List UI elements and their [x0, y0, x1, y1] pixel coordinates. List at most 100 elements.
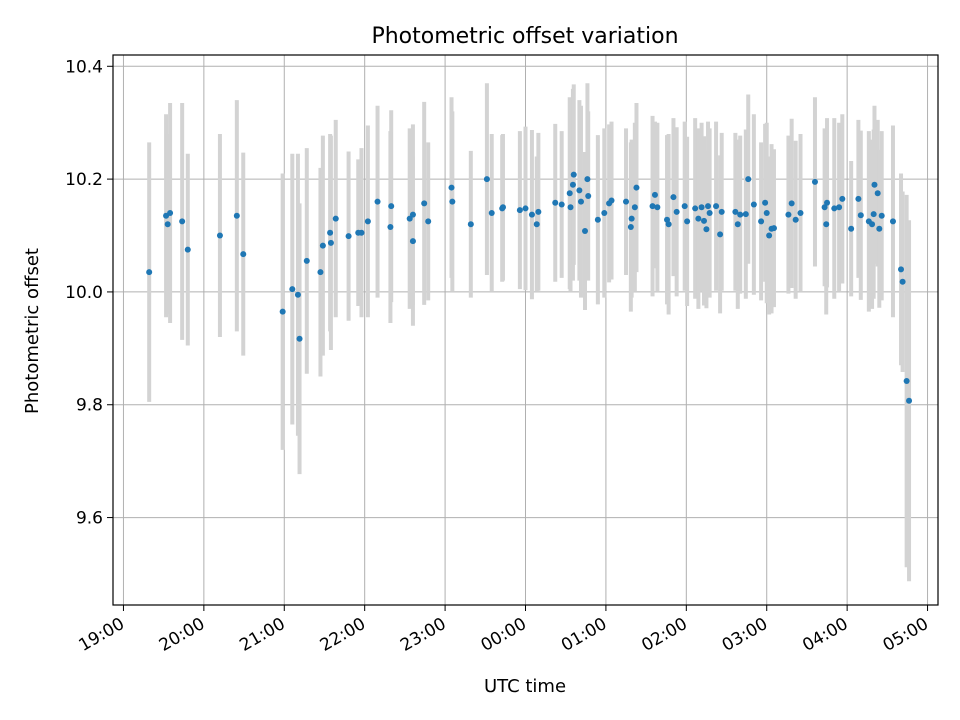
- data-point: [898, 266, 905, 273]
- data-point: [889, 218, 896, 225]
- data-point: [734, 221, 741, 228]
- data-point: [692, 205, 699, 212]
- data-point: [824, 199, 831, 206]
- data-point: [870, 211, 877, 218]
- data-point: [488, 209, 495, 216]
- data-point: [871, 181, 878, 188]
- data-point: [651, 191, 658, 198]
- data-point: [179, 218, 186, 225]
- y-tick-label: 10.2: [65, 170, 103, 190]
- data-point: [631, 204, 638, 211]
- data-point: [327, 229, 334, 236]
- data-point: [358, 229, 365, 236]
- data-point: [332, 215, 339, 222]
- data-point: [570, 171, 577, 178]
- data-point: [681, 203, 688, 210]
- data-point: [797, 209, 804, 216]
- data-point: [633, 184, 640, 191]
- data-point: [717, 231, 724, 238]
- data-point: [718, 208, 725, 215]
- data-point: [857, 212, 864, 219]
- data-point: [623, 198, 630, 205]
- data-point: [823, 221, 830, 228]
- data-point: [627, 224, 634, 231]
- y-axis-label: Photometric offset: [22, 248, 43, 414]
- data-point: [706, 209, 713, 216]
- data-point: [374, 198, 381, 205]
- data-point: [821, 204, 828, 211]
- data-point: [654, 204, 661, 211]
- data-point: [566, 190, 573, 197]
- data-point: [233, 212, 240, 219]
- data-point: [483, 176, 490, 183]
- data-point: [906, 397, 913, 404]
- data-point: [577, 198, 584, 205]
- data-point: [673, 208, 680, 215]
- data-point: [874, 190, 881, 197]
- data-point: [296, 335, 303, 342]
- data-point: [649, 203, 656, 210]
- data-point: [289, 286, 296, 293]
- data-point: [425, 218, 432, 225]
- data-point: [703, 226, 710, 233]
- data-point: [836, 204, 843, 211]
- data-point: [279, 308, 286, 315]
- data-point: [421, 200, 428, 207]
- data-point: [167, 209, 174, 216]
- data-point: [785, 211, 792, 218]
- data-point: [750, 201, 757, 208]
- data-point: [745, 176, 752, 183]
- data-point: [855, 195, 862, 202]
- data-point: [582, 228, 589, 234]
- data-points: [146, 171, 913, 404]
- data-point: [695, 215, 702, 222]
- data-point: [535, 208, 542, 215]
- data-point: [146, 269, 153, 276]
- data-point: [294, 291, 301, 298]
- data-point: [449, 198, 456, 205]
- data-point: [792, 216, 799, 223]
- data-point: [608, 197, 615, 204]
- data-point: [576, 187, 583, 194]
- data-point: [552, 199, 559, 206]
- data-point: [839, 195, 846, 202]
- data-point: [409, 211, 416, 218]
- data-point: [903, 378, 910, 385]
- data-point: [528, 211, 535, 218]
- data-point: [345, 233, 352, 240]
- data-point: [388, 203, 395, 210]
- data-point: [184, 246, 191, 253]
- data-point: [558, 201, 565, 208]
- data-point: [737, 211, 744, 218]
- data-point: [763, 209, 770, 216]
- data-point: [713, 203, 720, 210]
- data-point: [811, 178, 818, 185]
- data-point: [664, 216, 671, 223]
- data-point: [522, 205, 529, 212]
- data-point: [567, 204, 574, 211]
- data-point: [701, 217, 708, 224]
- data-point: [164, 221, 171, 228]
- data-point: [899, 278, 906, 285]
- data-point: [240, 251, 247, 258]
- data-point: [742, 211, 749, 218]
- chart-title: Photometric offset variation: [371, 24, 678, 49]
- data-point: [831, 205, 838, 212]
- data-point: [766, 232, 773, 239]
- data-point: [387, 224, 394, 231]
- data-point: [878, 212, 885, 219]
- data-point: [670, 194, 677, 201]
- data-point: [665, 221, 672, 228]
- data-point: [705, 203, 712, 210]
- y-tick-label: 9.6: [76, 509, 103, 529]
- data-point: [364, 218, 371, 225]
- data-point: [584, 176, 591, 183]
- data-point: [585, 193, 592, 200]
- y-tick-label: 10.4: [65, 57, 103, 77]
- data-point: [317, 269, 324, 276]
- data-point: [467, 221, 474, 228]
- data-point: [698, 204, 705, 211]
- data-point: [569, 181, 576, 188]
